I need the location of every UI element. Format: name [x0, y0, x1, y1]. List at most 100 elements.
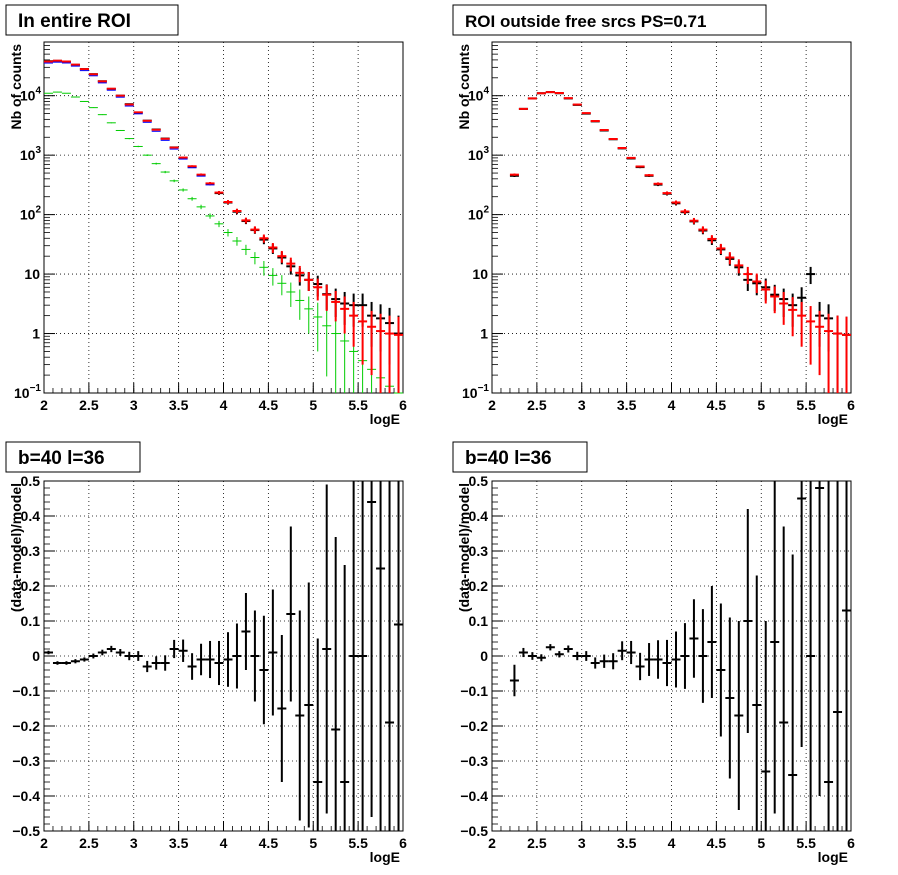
y-tick-label: 0.5: [469, 473, 489, 489]
y-tick-label: 10−1: [462, 383, 489, 401]
y-tick-label: 103: [468, 145, 490, 163]
data-point: [698, 609, 708, 703]
y-tick-label: 1: [480, 326, 488, 342]
data-point: [124, 651, 134, 661]
model-point: [716, 243, 726, 254]
x-tick-label: 2: [488, 835, 496, 851]
data-point: [842, 481, 852, 831]
data-point: [169, 639, 179, 659]
data-point: [671, 631, 681, 688]
data-point: [536, 654, 546, 662]
x-tick-label: 6: [399, 397, 407, 413]
data-point: [617, 641, 627, 661]
x-tick-label: 5: [757, 835, 765, 851]
source-point: [106, 122, 116, 124]
y-axis-label: Nb of counts: [8, 44, 24, 130]
data-point: [376, 481, 386, 831]
model-point: [581, 112, 591, 115]
x-tick-label: 3.5: [169, 835, 189, 851]
source-point: [133, 145, 143, 148]
x-tick-label: 2: [40, 397, 48, 413]
y-tick-label: 0.1: [469, 613, 489, 629]
source-point: [214, 220, 224, 228]
x-tick-label: 6: [847, 397, 855, 413]
model-point: [232, 208, 242, 214]
data-point: [806, 481, 816, 831]
y-axis-label: (data-model)/model: [8, 483, 24, 612]
source-point: [70, 96, 80, 98]
model-point: [277, 250, 287, 263]
data-point: [106, 645, 116, 653]
data-point: [554, 651, 564, 658]
data-point: [259, 615, 269, 725]
x-tick-label: 4: [220, 835, 228, 851]
y-tick-label: −0.1: [12, 683, 40, 699]
chart-title: b=40 l=36: [18, 448, 105, 469]
data-point: [286, 526, 296, 702]
y-tick-label: 102: [20, 205, 42, 223]
source-point: [169, 179, 179, 183]
y-tick-label: 0.5: [21, 473, 41, 489]
model-point: [842, 316, 852, 393]
y-tick-label: −0.5: [12, 823, 40, 839]
y-tick-label: −0.3: [12, 753, 40, 769]
source-point: [232, 237, 242, 246]
source-point: [304, 296, 314, 334]
x-tick-label: 4.5: [259, 835, 279, 851]
source-point: [97, 114, 107, 116]
model-point: [797, 301, 807, 347]
model-point: [322, 284, 332, 311]
model-point: [527, 97, 537, 100]
data-point: [716, 603, 726, 737]
data-point: [331, 537, 341, 831]
model-point: [331, 290, 341, 322]
title-box: [5, 4, 179, 36]
data-point: [250, 610, 260, 702]
source-point: [178, 188, 188, 192]
model-point: [142, 119, 152, 122]
data-point: [151, 656, 161, 670]
data-point: [142, 660, 152, 673]
plot-frame: [491, 480, 852, 832]
x-tick-label: 2.5: [79, 835, 99, 851]
x-tick-label: 5: [309, 835, 317, 851]
data-point: [277, 635, 287, 782]
data-point: [788, 554, 798, 831]
x-axis-label: logE: [370, 849, 400, 865]
model-point: [286, 257, 296, 272]
y-tick-label: 0.2: [21, 578, 41, 594]
model-point: [115, 94, 125, 97]
model-point: [268, 243, 278, 253]
model-point: [214, 190, 224, 195]
model-point: [635, 165, 645, 168]
y-tick-label: −0.4: [460, 788, 488, 804]
data-point: [761, 621, 771, 831]
model-point: [752, 273, 762, 294]
data-point: [707, 586, 717, 698]
data-point: [599, 654, 609, 668]
x-tick-label: 5: [757, 397, 765, 413]
y-tick-label: 0.4: [21, 508, 41, 524]
model-point: [644, 174, 654, 177]
data-point: [797, 481, 807, 747]
data-point: [815, 481, 825, 796]
x-tick-label: 4: [220, 397, 228, 413]
model-point: [304, 272, 314, 291]
model-point: [160, 137, 170, 140]
y-tick-label: 1: [32, 326, 40, 342]
chart-title: ROI outside free srcs PS=0.71: [465, 12, 706, 31]
model-point: [385, 315, 395, 393]
x-tick-label: 5.5: [796, 835, 816, 851]
model-point: [394, 316, 404, 393]
model-point: [689, 217, 699, 224]
y-tick-label: 0.3: [21, 543, 41, 559]
model-point: [349, 301, 359, 347]
source-point: [313, 302, 323, 352]
chart-title: In entire ROI: [18, 11, 131, 32]
data-point: [779, 526, 789, 831]
data-point: [725, 617, 735, 779]
data-point: [626, 640, 636, 665]
data-point: [61, 661, 71, 665]
x-tick-label: 5.5: [348, 835, 368, 851]
panel-residuals-left: 2 2.5 3 3.5 4 4.5 5 5.5 6 −0.5 −0.4 −0.3 −0.2 −0.1 0 0.…: [5, 441, 407, 865]
